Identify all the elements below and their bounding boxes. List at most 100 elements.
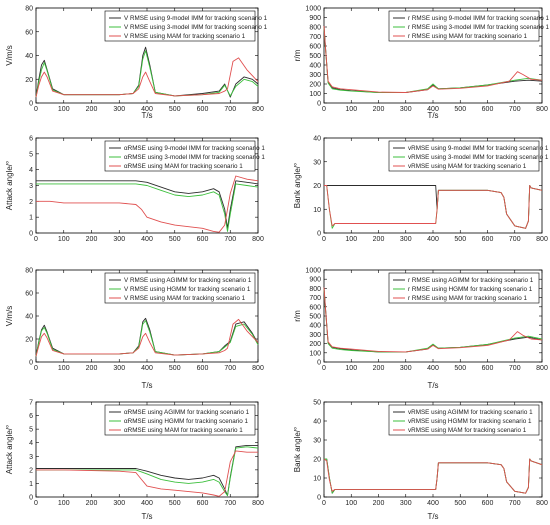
x-tick-label: 700 <box>224 106 236 113</box>
x-tick-label: 100 <box>345 236 357 243</box>
x-tick-label: 300 <box>113 106 125 113</box>
series-line-3 <box>35 318 259 357</box>
x-tick-label: 600 <box>197 106 209 113</box>
legend-entry: αRMSE using MAM for tracking scenario 1 <box>124 163 243 170</box>
y-tick-label: 30 <box>313 438 321 445</box>
x-tick-label: 200 <box>86 236 98 243</box>
x-tick-label: 400 <box>427 365 439 372</box>
y-tick-label: 400 <box>309 63 321 70</box>
y-tick-label: 2 <box>29 199 33 206</box>
x-tick-label: 200 <box>373 500 385 507</box>
legend-entry: r RMSE using MAM for tracking scenario 1 <box>408 33 527 40</box>
y-tick-label: 40 <box>25 314 33 321</box>
legend-entry: r RMSE using HGMM for tracking scenario … <box>408 286 533 293</box>
panel-p4: 0 100 200 300 400 500 600 700 800 0 10 20 30 40 vRMSE … <box>293 136 549 244</box>
y-tick-label: 900 <box>309 277 321 284</box>
x-axis-label: T/s <box>141 111 152 120</box>
x-tick-label: 400 <box>427 106 439 113</box>
x-tick-label: 500 <box>454 365 466 372</box>
legend-box <box>388 272 540 304</box>
y-tick-label: 20 <box>25 77 33 84</box>
x-tick-label: 600 <box>197 236 209 243</box>
x-tick-label: 100 <box>58 500 70 507</box>
series-line-2 <box>36 446 259 497</box>
x-tick-label: 0 <box>34 500 38 507</box>
y-tick-label: 1000 <box>305 6 321 13</box>
legend-box <box>388 404 540 436</box>
x-tick-label: 100 <box>58 236 70 243</box>
y-axis-label: r/m <box>293 310 302 322</box>
x-tick-label: 300 <box>400 106 412 113</box>
series-line-3 <box>323 458 543 494</box>
x-tick-label: 0 <box>322 236 326 243</box>
y-axis-label: r/m <box>293 49 302 61</box>
y-tick-label: 1 <box>29 481 33 488</box>
x-tick-label: 200 <box>373 365 385 372</box>
x-tick-label: 400 <box>427 500 439 507</box>
y-tick-label: 30 <box>313 159 321 166</box>
legend-entry: αRMSE using AGIMM for tracking scenario … <box>124 409 250 416</box>
x-tick-label: 200 <box>373 106 385 113</box>
panel-p1: 0 100 200 300 400 500 600 700 800 0 20 40 60 80 V RMSE… <box>5 6 268 121</box>
legend: r RMSE using AGIMM for tracking scenario… <box>388 272 540 304</box>
legend-entry: vRMSE using 9-model IMM for tracking sce… <box>408 145 549 152</box>
y-tick-label: 800 <box>309 286 321 293</box>
y-tick-label: 50 <box>313 400 321 407</box>
y-tick-label: 700 <box>309 295 321 302</box>
y-tick-label: 600 <box>309 44 321 51</box>
y-tick-label: 0 <box>317 360 321 367</box>
x-tick-label: 100 <box>345 106 357 113</box>
y-tick-label: 500 <box>309 53 321 60</box>
series-line-3 <box>323 287 543 353</box>
y-tick-label: 0 <box>29 360 33 367</box>
x-tick-label: 800 <box>536 365 548 372</box>
legend-entry: vRMSE using AGIMM for tracking scenario … <box>408 409 533 416</box>
y-axis-label: Bank angle/° <box>293 163 302 208</box>
legend: r RMSE using 9-model IMM for tracking sc… <box>388 10 550 42</box>
legend-box <box>388 140 540 172</box>
y-tick-label: 500 <box>309 314 321 321</box>
legend-box <box>104 10 256 42</box>
x-tick-label: 400 <box>427 236 439 243</box>
series-line-2 <box>35 320 259 357</box>
y-axis-label: Attack angle/° <box>5 161 14 210</box>
series-line-3 <box>36 175 259 233</box>
x-tick-label: 800 <box>536 500 548 507</box>
y-tick-label: 80 <box>25 6 33 13</box>
x-axis-label: T/s <box>427 512 438 521</box>
panel-p2: 0 100 200 300 400 500 600 700 800 0 100 200 300 400 50… <box>293 6 550 121</box>
legend-entry: V RMSE using 9-model IMM for tracking sc… <box>124 15 268 22</box>
y-tick-label: 60 <box>25 29 33 36</box>
legend-entry: V RMSE using HGMM for tracking scenario … <box>124 286 251 293</box>
y-tick-label: 200 <box>309 82 321 89</box>
x-tick-label: 700 <box>224 365 236 372</box>
y-axis-label: Bank angle/° <box>293 427 302 472</box>
x-tick-label: 0 <box>322 500 326 507</box>
legend-entry: r RMSE using 3-model IMM for tracking sc… <box>408 24 550 31</box>
x-tick-label: 500 <box>169 106 181 113</box>
y-tick-label: 400 <box>309 323 321 330</box>
x-tick-label: 600 <box>482 106 494 113</box>
x-tick-label: 400 <box>141 365 153 372</box>
x-tick-label: 200 <box>86 500 98 507</box>
y-axis-label: V/m/s <box>5 45 14 65</box>
x-tick-label: 200 <box>373 236 385 243</box>
x-tick-label: 700 <box>509 106 521 113</box>
y-tick-label: 20 <box>313 457 321 464</box>
y-tick-label: 7 <box>29 400 33 407</box>
x-axis-label: T/s <box>427 381 438 390</box>
x-tick-label: 600 <box>482 365 494 372</box>
series-line-3 <box>36 450 258 497</box>
y-tick-label: 1000 <box>305 268 321 275</box>
y-tick-label: 80 <box>25 268 33 275</box>
legend-entry: αRMSE using MAM for tracking scenario 1 <box>124 427 243 434</box>
series-line-3 <box>323 25 543 93</box>
x-axis-label: T/s <box>141 512 152 521</box>
y-tick-label: 3 <box>29 183 33 190</box>
x-tick-label: 400 <box>141 500 153 507</box>
x-tick-label: 500 <box>454 236 466 243</box>
y-tick-label: 1 <box>29 215 33 222</box>
legend-entry: r RMSE using AGIMM for tracking scenario… <box>408 277 534 284</box>
panel-p8: 0 100 200 300 400 500 600 700 800 0 10 20 30 40 50 vRMS… <box>293 400 548 522</box>
y-tick-label: 0 <box>317 495 321 502</box>
